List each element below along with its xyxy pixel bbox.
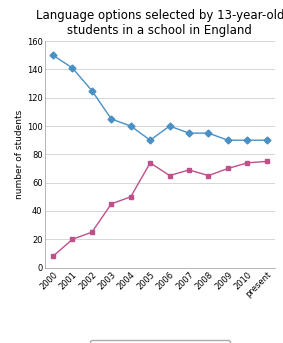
French [246, 138, 249, 142]
Mandarin [51, 254, 55, 258]
French [129, 124, 132, 128]
French [207, 131, 210, 135]
Legend: French, Mandarin: French, Mandarin [90, 340, 230, 343]
French [149, 138, 152, 142]
French [90, 88, 94, 93]
Mandarin [129, 195, 132, 199]
Mandarin [110, 202, 113, 206]
Line: French: French [51, 53, 269, 143]
French [168, 124, 171, 128]
Mandarin [265, 159, 269, 164]
French [226, 138, 230, 142]
French [71, 66, 74, 70]
Y-axis label: number of students: number of students [15, 110, 24, 199]
French [110, 117, 113, 121]
Mandarin [226, 166, 230, 170]
Mandarin [149, 161, 152, 165]
French [265, 138, 269, 142]
Mandarin [71, 237, 74, 241]
Mandarin [187, 168, 191, 172]
Mandarin [168, 174, 171, 178]
Title: Language options selected by 13-year-old
students in a school in England: Language options selected by 13-year-old… [36, 9, 283, 37]
Mandarin [90, 230, 94, 234]
Line: Mandarin: Mandarin [51, 159, 269, 259]
Mandarin [207, 174, 210, 178]
Mandarin [246, 161, 249, 165]
French [51, 53, 55, 57]
French [187, 131, 191, 135]
